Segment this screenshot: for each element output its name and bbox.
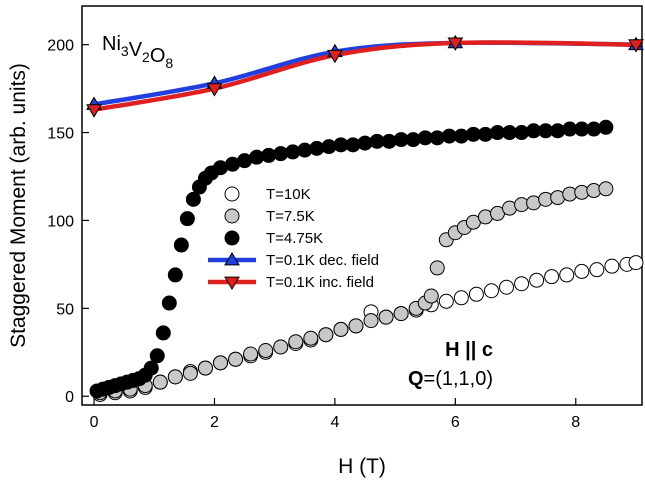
data-point	[167, 369, 183, 385]
wavevector-annotation: Q=(1,1,0)	[408, 368, 493, 390]
compound-subscript: 3	[121, 43, 129, 59]
data-point	[574, 263, 590, 279]
legend-label: T=0.1K dec. field	[266, 252, 379, 269]
data-point	[447, 37, 464, 51]
x-tick-label: 8	[571, 414, 580, 431]
q-annotation-bold: Q	[408, 368, 424, 390]
y-axis-ticks: 0 50 100 150 200	[47, 38, 89, 406]
data-point	[212, 355, 228, 371]
series-line	[93, 40, 637, 112]
data-point	[529, 272, 545, 288]
compound-element: Ni	[102, 33, 121, 55]
legend-item: T=4.75K	[224, 230, 323, 247]
compound-element: O	[150, 45, 166, 67]
data-point	[143, 360, 159, 376]
data-point	[333, 321, 349, 337]
x-tick-label: 2	[210, 414, 219, 431]
legend-marker	[224, 252, 240, 266]
data-point	[288, 334, 304, 350]
data-point	[152, 374, 168, 390]
data-point	[167, 267, 183, 283]
data-point	[604, 258, 620, 274]
data-point	[514, 276, 530, 292]
data-point	[206, 83, 223, 97]
compound-element: V	[129, 39, 143, 61]
data-point	[598, 181, 614, 197]
data-point	[182, 365, 198, 381]
data-point	[499, 279, 515, 295]
data-point	[243, 346, 259, 362]
data-point	[318, 327, 334, 343]
data-point	[179, 211, 195, 227]
series-2	[89, 119, 614, 399]
data-point	[228, 351, 244, 367]
x-tick-label: 6	[451, 414, 460, 431]
data-point	[273, 339, 289, 355]
series-markers-4	[86, 37, 644, 118]
data-point	[327, 49, 343, 64]
x-axis-ticks: 0 2 4 6 8	[90, 398, 580, 431]
data-point	[423, 288, 439, 304]
data-point	[155, 325, 171, 341]
legend-marker	[224, 276, 240, 290]
legend-label: T=10K	[266, 186, 311, 203]
data-point	[86, 104, 102, 118]
data-point	[453, 290, 469, 306]
data-point	[348, 318, 364, 334]
data-point	[149, 348, 165, 364]
data-point	[429, 260, 445, 276]
data-point	[598, 119, 614, 135]
y-tick-label: 100	[47, 213, 74, 230]
legend-item: T=7.5K	[224, 208, 315, 225]
data-point	[468, 286, 484, 302]
x-tick-label: 4	[330, 414, 339, 431]
plot-frame	[81, 5, 643, 406]
legend-marker	[224, 230, 240, 246]
data-point	[628, 39, 644, 53]
legend-item: T=0.1K inc. field	[208, 274, 374, 291]
field-annotation-bold: H || c	[445, 339, 493, 361]
legend-marker	[224, 186, 240, 202]
data-point	[173, 237, 189, 253]
data-point	[185, 191, 201, 207]
data-point	[161, 295, 177, 311]
data-point	[544, 269, 560, 285]
data-point	[393, 306, 409, 322]
compound-label: Ni3V2O8	[102, 33, 173, 71]
legend-item: T=0.1K dec. field	[208, 252, 379, 269]
legend-label: T=0.1K inc. field	[266, 274, 374, 291]
y-axis-title: Staggered Moment (arb. units)	[7, 63, 30, 348]
y-tick-label: 200	[47, 38, 74, 55]
legend-label: T=4.75K	[266, 230, 323, 247]
y-tick-label: 150	[47, 126, 74, 143]
data-point	[378, 309, 394, 325]
x-axis-title: H (T)	[338, 455, 386, 478]
legend: T=10K T=7.5K T=4.75K T=0.1K dec. field T=0.1…	[208, 186, 379, 291]
field-direction-annotation: H || c	[445, 339, 493, 361]
data-point	[363, 313, 379, 329]
data-point	[628, 255, 644, 271]
x-tick-label: 0	[90, 414, 99, 431]
data-point	[258, 343, 274, 359]
data-point	[559, 267, 575, 283]
data-point	[197, 360, 213, 376]
y-tick-label: 50	[56, 301, 74, 318]
legend-item: T=10K	[224, 186, 311, 203]
legend-label: T=7.5K	[266, 208, 315, 225]
data-point	[438, 293, 454, 309]
legend-marker	[224, 208, 240, 224]
series-4	[93, 40, 637, 112]
data-point	[589, 262, 605, 278]
plot-area	[86, 34, 644, 402]
compound-subscript: 2	[142, 49, 150, 65]
compound-subscript: 8	[165, 55, 173, 71]
q-annotation-value: =(1,1,0)	[424, 368, 493, 390]
y-tick-label: 0	[65, 389, 74, 406]
data-point	[483, 283, 499, 299]
data-point	[303, 330, 319, 346]
